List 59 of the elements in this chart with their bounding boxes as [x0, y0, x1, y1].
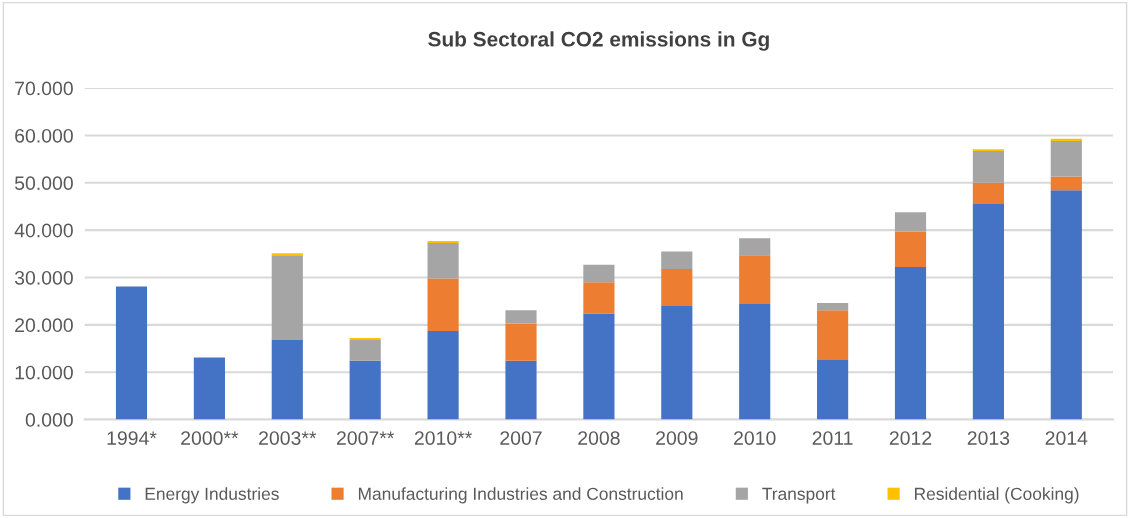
legend-label: Energy Industries	[145, 487, 279, 504]
bar	[661, 251, 693, 269]
y-tick-label: 40.000	[14, 223, 73, 238]
bar	[972, 151, 1004, 183]
x-tick-label: 2013	[967, 431, 1010, 445]
bar	[817, 303, 849, 311]
y-tick-label: 0.000	[25, 413, 73, 427]
bar	[661, 305, 693, 420]
x-tick-label: 2008	[578, 431, 620, 445]
y-tick-label: 70.000	[15, 81, 73, 96]
bar	[583, 282, 615, 314]
legend-label: Transport	[762, 487, 836, 504]
x-tick-label: 1994*	[107, 431, 157, 445]
bar	[894, 267, 927, 420]
bar	[583, 264, 615, 283]
bar	[427, 278, 459, 332]
x-tick-label: 2000**	[181, 431, 239, 445]
bar	[739, 255, 771, 305]
bar	[505, 323, 537, 361]
y-tick-label: 60.000	[15, 128, 73, 143]
bar	[1050, 190, 1082, 420]
bar	[193, 357, 225, 420]
bar	[972, 182, 1004, 205]
bar	[349, 340, 381, 361]
bar	[1050, 141, 1082, 177]
x-tick-label: 2012	[889, 431, 932, 445]
bar	[894, 231, 927, 268]
x-tick-label: 2010	[734, 431, 776, 445]
y-tick-label: 20.000	[15, 318, 73, 333]
bar	[583, 313, 615, 420]
x-tick-label: 2010**	[414, 431, 472, 445]
bar	[427, 242, 459, 279]
y-tick-label: 50.000	[14, 176, 73, 191]
bar	[972, 204, 1004, 420]
y-tick-label: 30.000	[14, 270, 73, 285]
bar	[271, 340, 303, 420]
bar	[661, 268, 693, 306]
bar	[505, 360, 537, 420]
x-tick-label: 2007**	[336, 431, 395, 445]
y-tick-label: 10.000	[15, 365, 73, 380]
bar	[739, 238, 771, 256]
bar	[739, 304, 771, 420]
bar	[817, 359, 849, 420]
bar	[349, 360, 381, 420]
bar	[505, 310, 537, 324]
bar	[115, 286, 148, 420]
x-tick-label: 2011	[812, 431, 853, 445]
bar	[427, 331, 459, 420]
legend-label: Manufacturing Industries and Construction	[358, 487, 683, 504]
x-tick-label: 2003**	[259, 431, 317, 445]
bar	[271, 255, 303, 341]
legend-label: Residential (Cooking)	[914, 487, 1079, 504]
x-tick-label: 2007	[500, 431, 542, 445]
bar	[894, 212, 927, 232]
chart-title: Sub Sectoral CO2 emissions in Gg	[428, 31, 769, 51]
x-tick-label: 2009	[656, 431, 698, 445]
bar	[817, 310, 849, 360]
x-tick-label: 2014	[1045, 431, 1088, 445]
bar	[1050, 176, 1082, 191]
